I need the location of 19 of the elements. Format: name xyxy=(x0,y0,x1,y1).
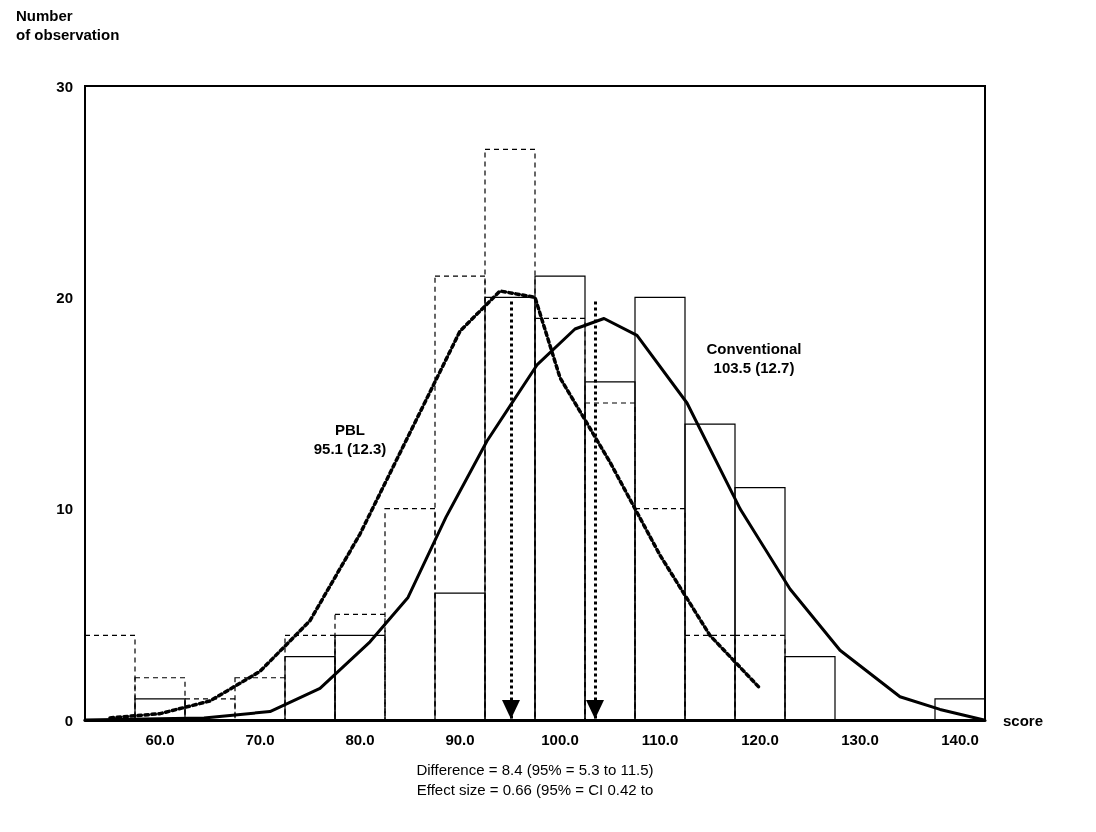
y-tick-label: 20 xyxy=(56,288,73,306)
x-tick-label: 130.0 xyxy=(841,731,879,748)
y-axis-title: Number of observation xyxy=(16,7,120,43)
x-tick-label: 120.0 xyxy=(741,731,779,748)
x-tick-label: 140.0 xyxy=(941,731,979,748)
x-tick-label: 80.0 xyxy=(345,731,375,748)
text: Conventional 103.5 (12.7) xyxy=(706,340,802,377)
x-tick-label: 110.0 xyxy=(641,731,679,748)
x-tick-label: 70.0 xyxy=(245,731,275,748)
y-tick-label: 0 xyxy=(64,711,73,729)
x-tick-label: 60.0 xyxy=(145,731,175,748)
x-tick-label: 90.0 xyxy=(445,731,475,748)
text: Effect size = 0.66 (95% = CI 0.42 to xyxy=(416,781,654,798)
y-tick-label: 10 xyxy=(56,500,73,518)
x-axis-title: score xyxy=(1003,711,1044,729)
y-tick-label: 30 xyxy=(56,77,73,95)
x-tick-label: 100.0 xyxy=(541,731,579,748)
text: Difference = 8.4 (95% = 5.3 to 11.5) xyxy=(416,761,654,778)
series-label: PBL 95.1 (12.3) xyxy=(313,420,387,457)
